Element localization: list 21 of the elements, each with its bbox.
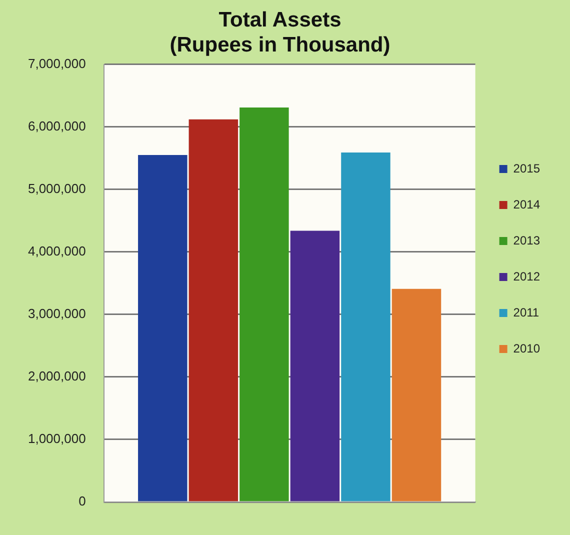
y-tick-label: 1,000,000 xyxy=(28,431,86,446)
y-tick-label: 4,000,000 xyxy=(28,244,86,259)
y-tick-label: 3,000,000 xyxy=(28,306,86,322)
bar xyxy=(138,155,188,502)
bar xyxy=(188,119,238,502)
legend-label: 2012 xyxy=(513,269,540,284)
bar xyxy=(290,230,340,502)
y-tick-label: 7,000,000 xyxy=(28,56,86,71)
legend-label: 2011 xyxy=(513,305,540,320)
legend-label: 2015 xyxy=(513,161,540,176)
legend-label: 2010 xyxy=(513,341,540,356)
bar xyxy=(240,108,289,502)
y-tick-label: 0 xyxy=(78,494,86,509)
chart-title: Total Assets (Rupees in Thousand) xyxy=(170,8,390,57)
y-tick-label: 5,000,000 xyxy=(28,181,86,196)
bar xyxy=(392,288,442,502)
legend-label: 2013 xyxy=(513,233,540,248)
bar xyxy=(341,152,390,502)
legend-label: 2014 xyxy=(513,197,540,212)
y-tick-label: 2,000,000 xyxy=(28,368,86,384)
y-tick-label: 6,000,000 xyxy=(28,118,86,134)
